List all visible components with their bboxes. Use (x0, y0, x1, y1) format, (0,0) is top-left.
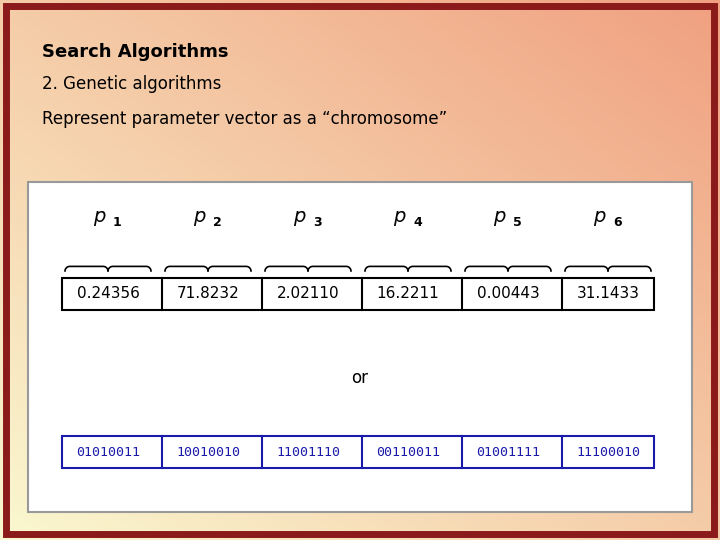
Text: 2. Genetic algorithms: 2. Genetic algorithms (42, 75, 221, 93)
Text: or: or (351, 369, 369, 387)
Text: $p$: $p$ (294, 208, 307, 227)
Bar (62, 278, 654, 310)
Text: 6: 6 (613, 215, 621, 228)
Text: 10010010: 10010010 (176, 446, 240, 458)
Text: 0.00443: 0.00443 (477, 287, 539, 301)
Text: Search Algorithms: Search Algorithms (42, 43, 228, 61)
Text: 01010011: 01010011 (76, 446, 140, 458)
Text: 01001111: 01001111 (476, 446, 540, 458)
Bar (62, 436, 654, 468)
Text: 11100010: 11100010 (576, 446, 640, 458)
Text: $p$: $p$ (194, 208, 207, 227)
Text: Represent parameter vector as a “chromosome”: Represent parameter vector as a “chromos… (42, 110, 447, 128)
Text: 00110011: 00110011 (376, 446, 440, 458)
Text: $p$: $p$ (593, 208, 607, 227)
Text: 2.02110: 2.02110 (276, 287, 339, 301)
Text: $p$: $p$ (493, 208, 507, 227)
Text: $p$: $p$ (94, 208, 107, 227)
Text: 71.8232: 71.8232 (176, 287, 239, 301)
Text: 5: 5 (513, 215, 522, 228)
Text: 1: 1 (113, 215, 122, 228)
Text: 2: 2 (213, 215, 222, 228)
Text: 0.24356: 0.24356 (76, 287, 140, 301)
Text: 31.1433: 31.1433 (577, 287, 639, 301)
Text: 4: 4 (413, 215, 422, 228)
Text: 11001110: 11001110 (276, 446, 340, 458)
FancyBboxPatch shape (28, 182, 692, 512)
Text: $p$: $p$ (393, 208, 407, 227)
Text: 3: 3 (313, 215, 322, 228)
Text: 16.2211: 16.2211 (377, 287, 439, 301)
